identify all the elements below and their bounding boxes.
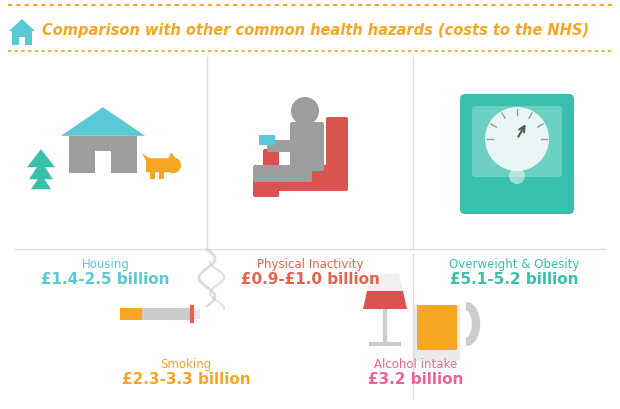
FancyBboxPatch shape: [37, 168, 45, 176]
Text: £5.1-5.2 billion: £5.1-5.2 billion: [450, 271, 579, 286]
Polygon shape: [9, 20, 35, 32]
FancyBboxPatch shape: [192, 309, 200, 319]
Polygon shape: [363, 291, 407, 309]
Polygon shape: [363, 274, 407, 309]
Polygon shape: [61, 108, 145, 137]
Circle shape: [291, 98, 319, 126]
Polygon shape: [27, 150, 55, 168]
Circle shape: [509, 169, 525, 184]
FancyBboxPatch shape: [120, 308, 142, 320]
FancyBboxPatch shape: [120, 308, 192, 320]
FancyBboxPatch shape: [290, 123, 324, 172]
FancyBboxPatch shape: [12, 32, 32, 46]
FancyBboxPatch shape: [159, 170, 164, 180]
Text: Overweight & Obesity: Overweight & Obesity: [450, 257, 580, 270]
Text: Smoking: Smoking: [161, 357, 211, 370]
Text: Housing: Housing: [81, 257, 130, 270]
FancyBboxPatch shape: [417, 296, 457, 350]
FancyBboxPatch shape: [69, 137, 137, 174]
FancyBboxPatch shape: [263, 150, 279, 170]
FancyBboxPatch shape: [259, 136, 275, 146]
Polygon shape: [29, 162, 53, 180]
FancyBboxPatch shape: [414, 287, 460, 305]
Text: £1.4-2.5 billion: £1.4-2.5 billion: [41, 271, 170, 286]
FancyBboxPatch shape: [267, 141, 297, 153]
FancyBboxPatch shape: [470, 191, 564, 211]
Polygon shape: [142, 154, 151, 163]
Text: Comparison with other common health hazards (costs to the NHS): Comparison with other common health haza…: [42, 22, 589, 37]
FancyBboxPatch shape: [253, 166, 312, 182]
FancyBboxPatch shape: [326, 118, 348, 191]
FancyBboxPatch shape: [146, 159, 170, 173]
FancyBboxPatch shape: [268, 166, 337, 191]
Text: Alcohol intake: Alcohol intake: [374, 357, 457, 370]
FancyBboxPatch shape: [150, 170, 155, 180]
Text: Physical Inactivity: Physical Inactivity: [257, 257, 363, 270]
Text: £2.3-3.3 billion: £2.3-3.3 billion: [122, 371, 250, 386]
Circle shape: [165, 158, 181, 174]
FancyBboxPatch shape: [472, 107, 562, 178]
FancyBboxPatch shape: [19, 38, 25, 46]
FancyBboxPatch shape: [460, 95, 574, 214]
Polygon shape: [167, 153, 177, 162]
Text: £0.9-£1.0 billion: £0.9-£1.0 billion: [241, 271, 379, 286]
Polygon shape: [31, 175, 51, 190]
FancyBboxPatch shape: [253, 178, 279, 198]
FancyBboxPatch shape: [414, 287, 460, 361]
Circle shape: [485, 108, 549, 172]
FancyBboxPatch shape: [95, 152, 111, 174]
Text: £3.2 billion: £3.2 billion: [368, 371, 463, 386]
